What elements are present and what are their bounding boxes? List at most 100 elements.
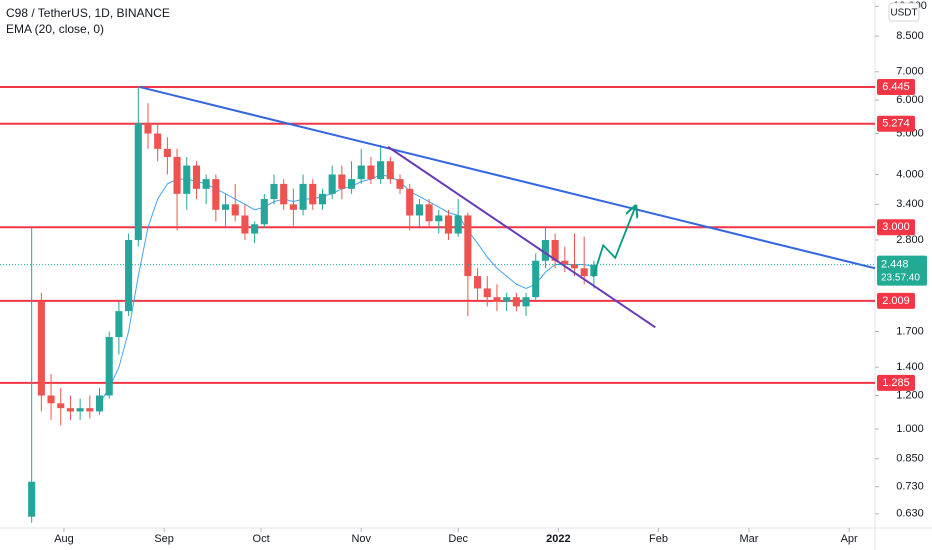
candle-body xyxy=(47,395,55,404)
candle-body xyxy=(221,204,230,210)
candle-body xyxy=(503,297,511,302)
x-tick-label: Feb xyxy=(649,533,668,545)
candle-body xyxy=(425,204,433,222)
level-label-box xyxy=(877,78,915,95)
candle-body xyxy=(474,276,482,289)
level-label-box xyxy=(877,115,915,132)
last-price-box xyxy=(877,255,927,286)
indicator-label: EMA (20, close, 0) xyxy=(6,22,104,36)
candle-body xyxy=(532,260,540,298)
currency-button[interactable] xyxy=(888,2,920,22)
candle-body xyxy=(561,260,569,265)
level-label-box xyxy=(877,374,915,391)
candle-body xyxy=(328,174,336,194)
y-tick-label: 0.630 xyxy=(896,508,924,520)
candle-body xyxy=(270,183,278,200)
candle-body xyxy=(37,301,45,396)
candle-body xyxy=(231,204,239,216)
candle-body xyxy=(541,239,549,261)
candle-body xyxy=(415,204,423,216)
x-tick-label: Nov xyxy=(351,533,371,545)
candle-body xyxy=(86,408,94,412)
candle-body xyxy=(173,157,181,194)
y-tick-label: 4.000 xyxy=(896,168,924,180)
candle-body xyxy=(192,165,201,189)
candle-body xyxy=(154,133,162,149)
projection-arrow xyxy=(592,207,635,278)
candle-body xyxy=(260,199,268,225)
level-label: 6.445 xyxy=(882,81,910,93)
candle-body xyxy=(115,311,123,338)
x-tick-label: Apr xyxy=(841,533,858,545)
y-tick-label: 7.000 xyxy=(896,66,924,78)
candle-body xyxy=(66,408,74,412)
x-tick-label: 2022 xyxy=(546,533,570,545)
y-tick-label: 1.200 xyxy=(896,389,924,401)
y-tick-label: 2.800 xyxy=(896,234,924,246)
candle-body xyxy=(483,288,491,298)
x-tick-label: Aug xyxy=(54,533,74,545)
level-label: 2.009 xyxy=(882,295,910,307)
level-label-box xyxy=(877,292,915,309)
candle-body xyxy=(125,239,133,312)
y-tick-label: 0.730 xyxy=(896,481,924,493)
candle-body xyxy=(347,179,356,189)
candle-body xyxy=(309,183,317,205)
y-tick-label: 0.850 xyxy=(896,453,924,465)
y-tick-label: 6.000 xyxy=(896,94,924,106)
candle-body xyxy=(144,122,152,134)
y-tick-label: 8.500 xyxy=(896,30,924,42)
level-label-box xyxy=(877,219,915,236)
candle-body xyxy=(163,148,171,158)
level-label: 3.000 xyxy=(882,221,910,233)
x-tick-label: Mar xyxy=(740,533,759,545)
candle-body xyxy=(580,268,588,277)
candle-body xyxy=(76,408,84,412)
y-tick-label: 3.400 xyxy=(896,198,924,210)
countdown-label: 23:57:40 xyxy=(881,272,920,283)
trendline xyxy=(139,86,876,270)
candle-body xyxy=(357,165,365,180)
candle-body xyxy=(28,481,36,517)
plot-area xyxy=(0,85,876,523)
candle-body xyxy=(241,215,249,234)
candle-body xyxy=(299,183,307,210)
candle-body xyxy=(512,297,520,307)
candle-body xyxy=(105,337,113,396)
candle-body xyxy=(406,188,414,216)
chart-title: C98 / TetherUS, 1D, BINANCE xyxy=(6,6,170,20)
candle-body xyxy=(57,403,65,409)
x-tick-label: Dec xyxy=(448,533,468,545)
candle-body xyxy=(251,224,259,234)
candle-body xyxy=(464,215,472,277)
candle-body xyxy=(590,264,598,277)
candle-body xyxy=(289,204,297,210)
candle-body xyxy=(95,395,104,412)
y-tick-label: 1.400 xyxy=(896,361,924,373)
candle-body xyxy=(493,297,501,302)
candle-body xyxy=(280,183,288,205)
x-tick-label: Sep xyxy=(154,533,174,545)
candle-body xyxy=(551,239,559,261)
candle-body xyxy=(522,297,530,307)
x-tick-label: Oct xyxy=(253,533,270,545)
candle-body xyxy=(570,264,579,269)
candle-body xyxy=(386,161,394,180)
level-label: 5.274 xyxy=(882,118,910,130)
candle-body xyxy=(202,179,210,189)
currency-button-label[interactable]: USDT xyxy=(890,8,917,19)
candle-body xyxy=(377,161,385,180)
candle-body xyxy=(444,215,453,234)
y-tick-label: 1.700 xyxy=(896,325,924,337)
candle-body xyxy=(396,179,404,189)
candle-body xyxy=(134,122,142,240)
candle-body xyxy=(435,215,443,222)
level-label: 1.285 xyxy=(882,377,910,389)
ema-line xyxy=(99,173,595,404)
last-price-label: 2.448 xyxy=(881,259,909,271)
y-tick-label: 1.000 xyxy=(896,423,924,435)
candle-body xyxy=(367,165,375,180)
candle-body xyxy=(338,174,346,189)
candle-body xyxy=(183,165,191,194)
